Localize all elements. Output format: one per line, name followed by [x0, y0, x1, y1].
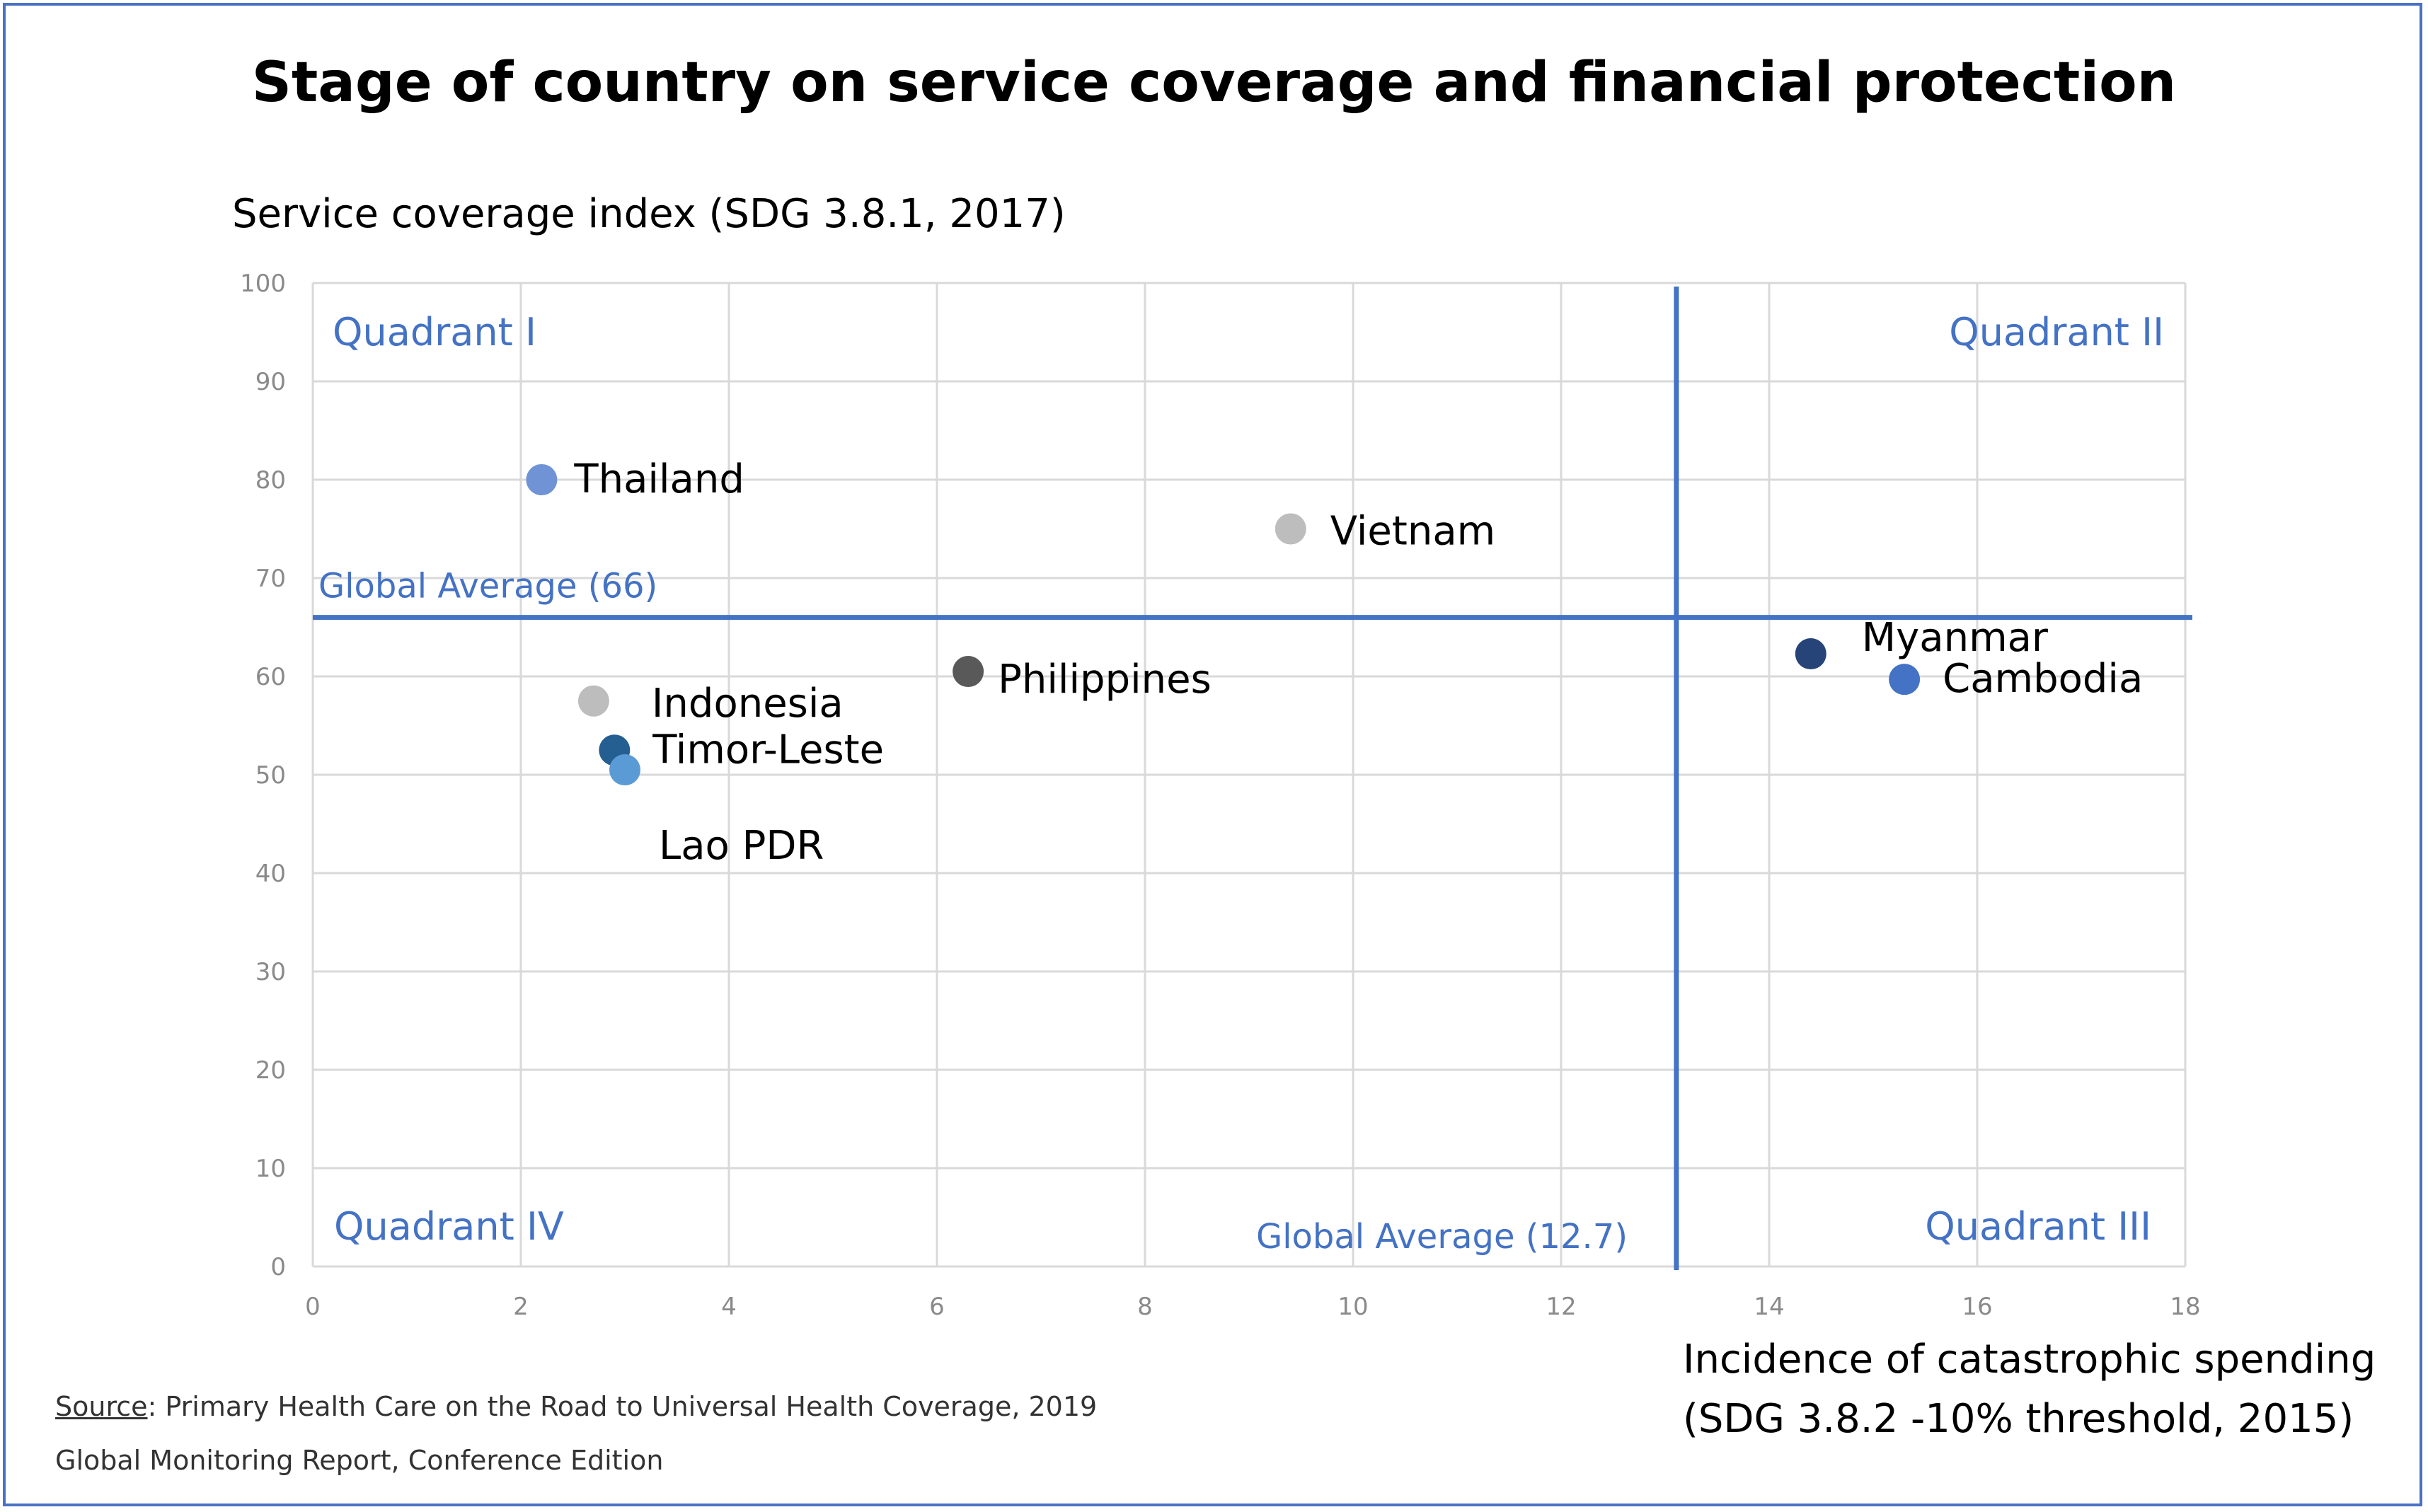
x-axis-title: Incidence of catastrophic spending (SDG … — [1683, 1330, 2376, 1449]
data-label-philippines: Philippines — [998, 657, 1212, 703]
data-label-lao-pdr: Lao PDR — [659, 823, 824, 869]
reference-lines: Global Average (66) Global Average (12.7) — [313, 287, 2192, 1270]
y-tick-label: 60 — [255, 663, 286, 691]
y-tick-label: 100 — [240, 270, 286, 298]
x-tick-label: 0 — [305, 1293, 321, 1321]
data-point-cambodia — [1889, 664, 1921, 696]
y-tick-label: 90 — [255, 368, 286, 396]
x-tick-label: 16 — [1962, 1293, 1992, 1321]
axis-ticks: 0 10 20 30 40 50 60 70 80 90 100 0 2 4 6 8 10 12 14 16 18 — [240, 270, 2201, 1321]
y-tick-label: 20 — [255, 1056, 286, 1085]
data-point-thailand — [526, 464, 558, 495]
grid-lines — [311, 282, 2187, 1268]
quadrant-label-bottom-left: Quadrant IV — [334, 1204, 564, 1249]
data-label-indonesia: Indonesia — [652, 681, 844, 727]
data-label-myanmar: Myanmar — [1862, 615, 2049, 661]
x-tick-label: 10 — [1337, 1293, 1368, 1321]
quadrant-labels: Quadrant I Quadrant II Quadrant III Quadran… — [333, 310, 2164, 1249]
global-average-vertical-label: Global Average (12.7) — [1256, 1217, 1628, 1257]
data-point-indonesia — [577, 685, 609, 717]
data-point-philippines — [953, 656, 984, 688]
data-label-cambodia: Cambodia — [1943, 656, 2143, 702]
chart-frame — [3, 3, 2422, 1506]
y-axis-title: Service coverage index (SDG 3.8.1, 2017) — [232, 191, 1066, 237]
x-axis-title-line-2: (SDG 3.8.2 -10% threshold, 2015) — [1683, 1396, 2354, 1442]
x-tick-label: 14 — [1754, 1293, 1784, 1321]
x-tick-label: 18 — [2170, 1293, 2200, 1321]
data-point-lao-pdr — [609, 754, 640, 786]
data-points: Thailand Vietnam Philippines IndonesiaTimor… — [526, 456, 2143, 869]
x-tick-label: 12 — [1546, 1293, 1576, 1321]
quadrant-label-bottom-right: Quadrant III — [1925, 1204, 2151, 1249]
data-point-myanmar — [1795, 638, 1826, 670]
source-line-1: Source: Primary Health Care on the Road … — [55, 1380, 1097, 1433]
source-text: : Primary Health Care on the Road to Uni… — [147, 1391, 1098, 1422]
y-tick-label: 70 — [255, 565, 286, 593]
y-tick-label: 80 — [255, 466, 286, 495]
source-line-2: Global Monitoring Report, Conference Edi… — [55, 1445, 664, 1476]
data-point-vietnam — [1275, 513, 1306, 545]
y-tick-label: 0 — [270, 1253, 286, 1281]
x-tick-label: 8 — [1137, 1293, 1153, 1321]
quadrant-label-top-right: Quadrant II — [1949, 310, 2164, 354]
data-label-vietnam: Vietnam — [1330, 509, 1495, 555]
data-label-thailand: Thailand — [573, 456, 744, 502]
global-average-horizontal-label: Global Average (66) — [318, 567, 657, 606]
y-tick-label: 30 — [255, 958, 286, 986]
chart-title: Stage of country on service coverage and… — [251, 51, 2177, 115]
y-tick-label: 10 — [255, 1155, 286, 1183]
y-tick-label: 50 — [255, 761, 286, 790]
y-tick-label: 40 — [255, 860, 286, 888]
x-tick-label: 2 — [513, 1293, 529, 1321]
data-label-timor-leste: Timor-Leste — [652, 727, 884, 773]
quadrant-label-top-left: Quadrant I — [333, 310, 536, 354]
source-label: Source — [55, 1391, 148, 1422]
x-axis-title-line-1: Incidence of catastrophic spending — [1683, 1337, 2376, 1383]
source-note: Source: Primary Health Care on the Road … — [55, 1380, 1097, 1487]
x-tick-label: 4 — [721, 1293, 737, 1321]
x-tick-label: 6 — [929, 1293, 945, 1321]
